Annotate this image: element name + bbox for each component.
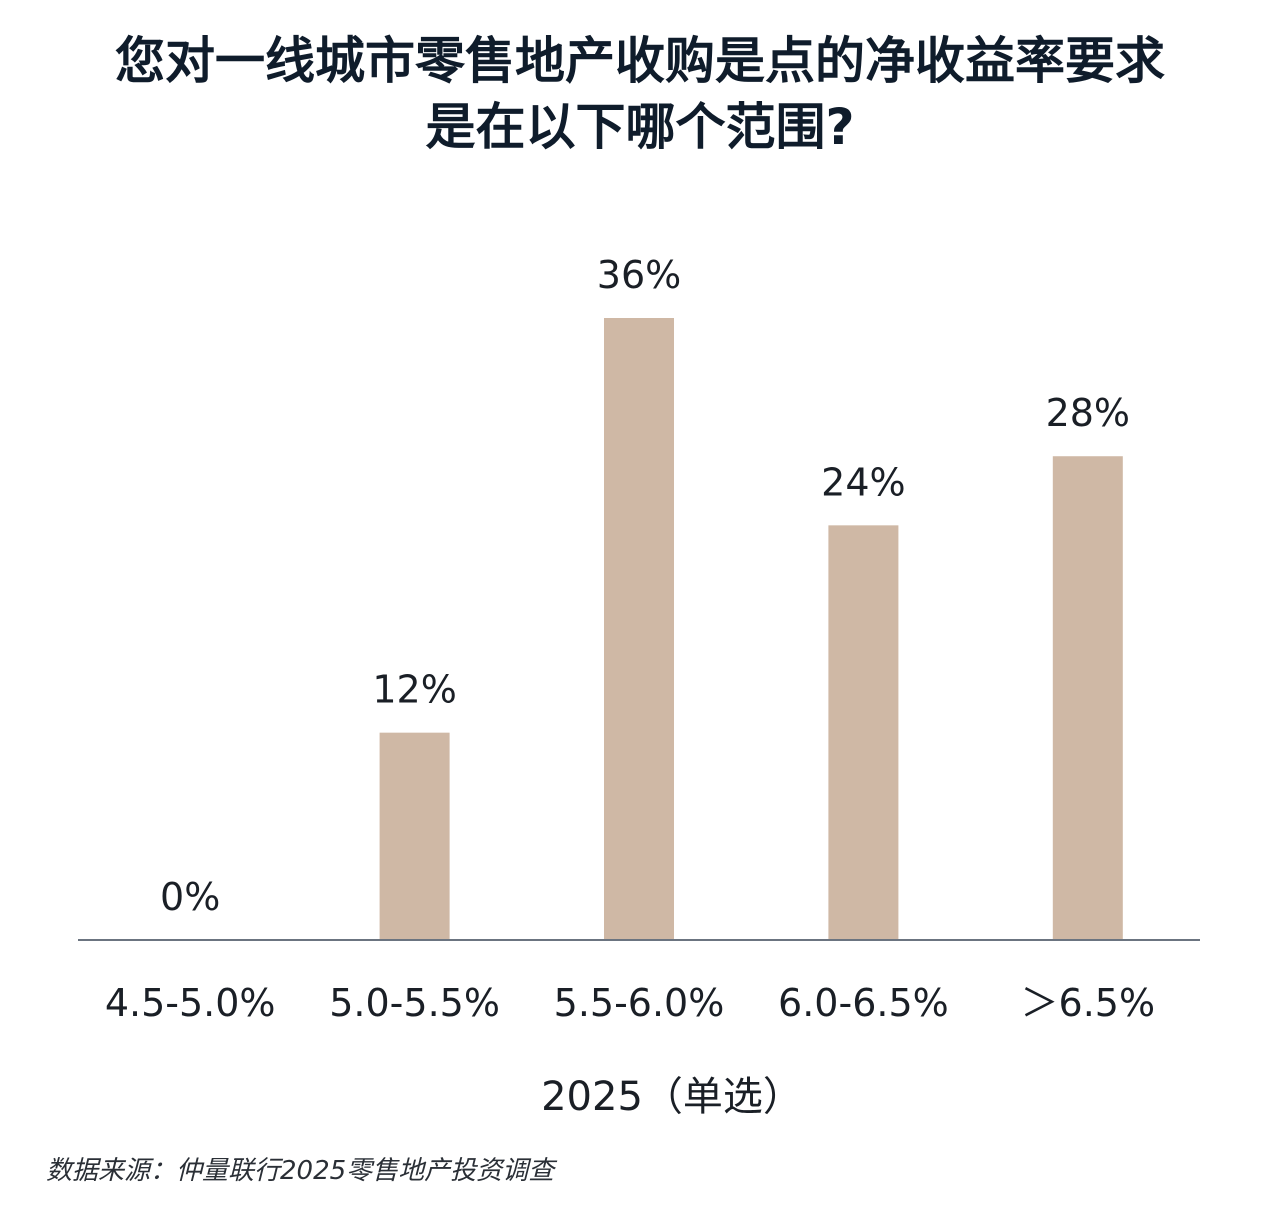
bar	[379, 732, 450, 940]
title-line-1: 您对一线城市零售地产收购是点的净收益率要求	[115, 32, 1165, 90]
bar	[828, 525, 899, 940]
x-tick-label: 6.0-6.5%	[778, 981, 949, 1025]
data-label: 28%	[1046, 391, 1130, 435]
chart-title: 您对一线城市零售地产收购是点的净收益率要求 是在以下哪个范围?	[0, 28, 1280, 160]
bar	[604, 318, 674, 940]
title-line-2: 是在以下哪个范围?	[425, 98, 855, 156]
data-label: 24%	[821, 460, 905, 504]
x-tick-label: 5.5-6.0%	[554, 981, 725, 1025]
data-label: 0%	[160, 875, 220, 919]
x-tick-label: 4.5-5.0%	[105, 981, 276, 1025]
data-label: 12%	[372, 668, 456, 712]
x-tick-label: 5.0-5.5%	[329, 981, 500, 1025]
x-tick-label: ＞6.5%	[1021, 981, 1156, 1025]
x-axis-label: 2025（单选）	[541, 1074, 803, 1120]
source-note: 数据来源：仲量联行2025零售地产投资调查	[46, 1156, 555, 1186]
data-label: 36%	[597, 253, 681, 297]
bar	[1052, 456, 1123, 940]
